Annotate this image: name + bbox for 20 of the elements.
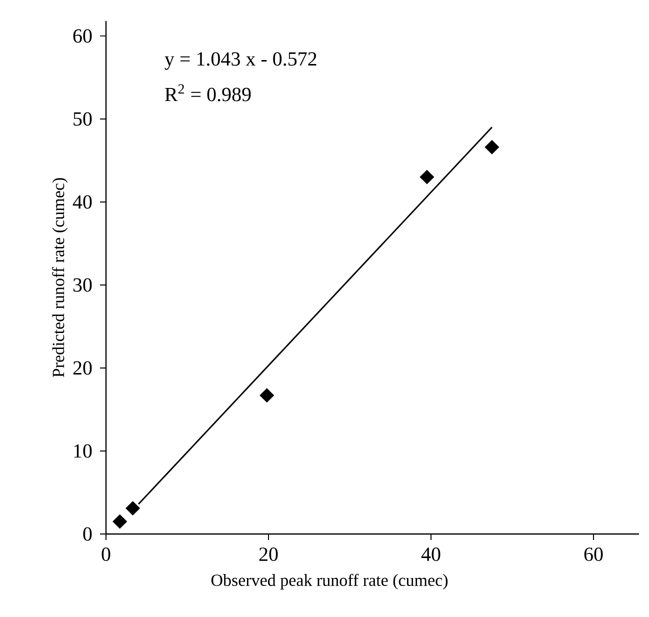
point: [112, 514, 128, 529]
point: [260, 388, 274, 403]
y-tick-label: 10: [74, 444, 92, 458]
y-tick-label: 0: [83, 527, 92, 541]
x-axis-title: Observed peak runoff rate (cumec): [211, 574, 448, 590]
x-tick-label: 40: [421, 548, 440, 562]
point: [484, 140, 500, 154]
y-tick-label: 60: [73, 29, 92, 43]
y-tick-label: 30: [73, 278, 92, 292]
x-tick-label: 60: [584, 548, 603, 562]
x-tick-label: 0: [102, 548, 110, 562]
y-axis-title: Predicted runoff rate (cumec): [52, 178, 68, 378]
annotation: y = 1.043 x - 0.572: [164, 52, 316, 70]
point: [420, 170, 434, 184]
y-tick-label: 40: [72, 195, 92, 209]
annotation: R$^{2}$ = 0.989: [164, 84, 251, 102]
y-tick-label: 20: [73, 361, 92, 375]
y-tick-label: 50: [74, 112, 92, 126]
point: [126, 501, 140, 516]
x-tick-label: 20: [259, 548, 278, 562]
